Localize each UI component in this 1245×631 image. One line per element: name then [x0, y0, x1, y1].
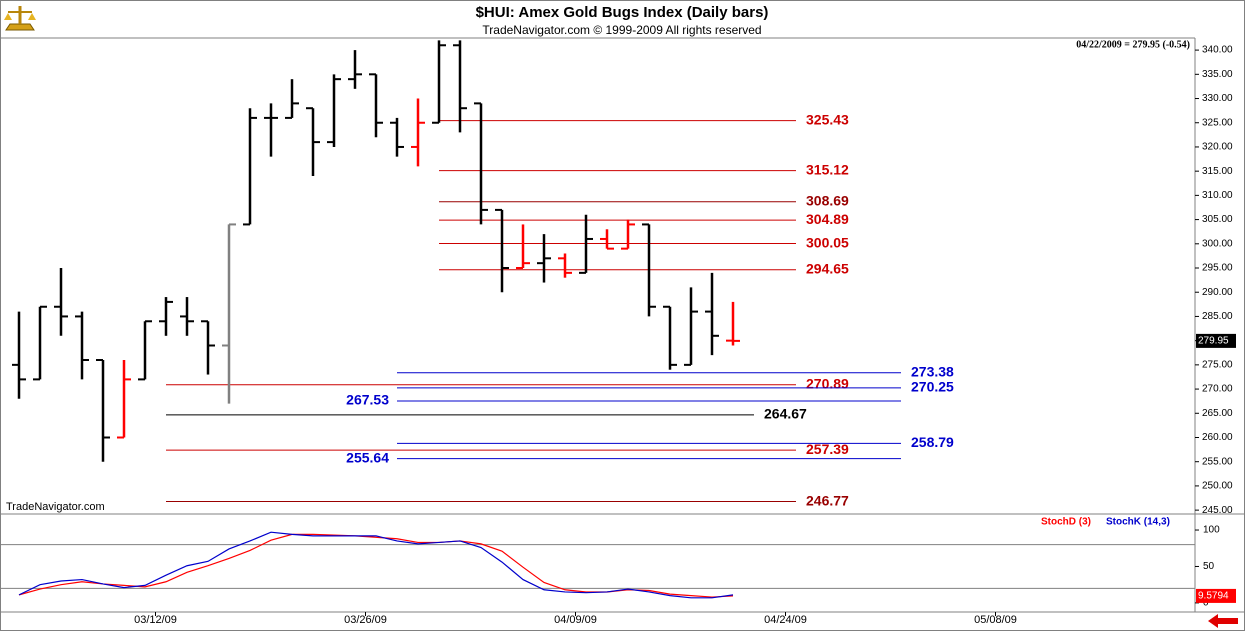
last-value-box — [1196, 333, 1236, 348]
level-label: 315.12 — [806, 161, 849, 177]
y-tick-label: 100 — [1203, 525, 1220, 536]
indicator-value-label: 9.5794 — [1198, 591, 1229, 602]
y-tick-label: 0 — [1203, 598, 1209, 609]
level-label: 273.38 — [911, 363, 954, 379]
y-tick-label: 295.00 — [1202, 263, 1233, 274]
x-tick-label: 05/08/09 — [974, 614, 1017, 626]
logo — [4, 6, 36, 31]
y-tick-label: 335.00 — [1202, 69, 1233, 80]
legend-entry: StochK (14,3) — [1106, 517, 1170, 528]
y-tick-label: 245.00 — [1202, 505, 1233, 516]
level-label: 325.43 — [806, 111, 849, 127]
level-label: 258.79 — [911, 434, 954, 450]
y-tick-label: 300.00 — [1202, 238, 1233, 249]
level-label: 264.67 — [764, 406, 807, 422]
x-tick-label: 03/26/09 — [344, 614, 387, 626]
y-tick-label: 305.00 — [1202, 214, 1233, 225]
level-label: 300.05 — [806, 234, 849, 250]
indicator-line — [18, 531, 734, 599]
level-label: 304.89 — [806, 211, 849, 227]
y-tick-label: 290.00 — [1202, 287, 1233, 298]
level-label: 270.89 — [806, 375, 849, 391]
y-tick-label: 50 — [1203, 561, 1215, 572]
level-label: 257.39 — [806, 441, 849, 457]
x-tick-label: 04/09/09 — [554, 614, 597, 626]
level-label: 267.53 — [346, 392, 389, 408]
y-tick-label: 320.00 — [1202, 142, 1233, 153]
scroll-arrow[interactable] — [1208, 614, 1238, 628]
chart-subtitle: TradeNavigator.com © 1999-2009 All right… — [482, 23, 761, 37]
level-label: 270.25 — [911, 379, 954, 395]
y-tick-label: 285.00 — [1202, 311, 1233, 322]
legend-entry: StochD (3) — [1041, 517, 1091, 528]
header-value: 04/22/2009 = 279.95 (-0.54) — [1076, 39, 1190, 50]
y-tick-label: 330.00 — [1202, 93, 1233, 104]
chart-title: $HUI: Amex Gold Bugs Index (Daily bars) — [476, 4, 769, 21]
y-tick-label: 265.00 — [1202, 408, 1233, 419]
y-tick-label: 315.00 — [1202, 166, 1233, 177]
y-tick-label: 310.00 — [1202, 190, 1233, 201]
level-label: 308.69 — [806, 192, 849, 208]
y-tick-label: 325.00 — [1202, 117, 1233, 128]
y-tick-label: 275.00 — [1202, 359, 1233, 370]
y-tick-label: 250.00 — [1202, 481, 1233, 492]
y-tick-label: 255.00 — [1202, 456, 1233, 467]
level-label: 246.77 — [806, 492, 849, 508]
y-tick-label: 340.00 — [1202, 45, 1233, 56]
watermark: TradeNavigator.com — [6, 501, 105, 513]
level-label: 255.64 — [346, 449, 389, 465]
x-tick-label: 03/12/09 — [134, 614, 177, 626]
y-tick-label: 270.00 — [1202, 384, 1233, 395]
indicator-value-box — [1196, 588, 1236, 603]
last-value-label: 279.95 — [1198, 336, 1229, 347]
level-label: 294.65 — [806, 260, 849, 276]
y-tick-label: 260.00 — [1202, 432, 1233, 443]
x-tick-label: 04/24/09 — [764, 614, 807, 626]
